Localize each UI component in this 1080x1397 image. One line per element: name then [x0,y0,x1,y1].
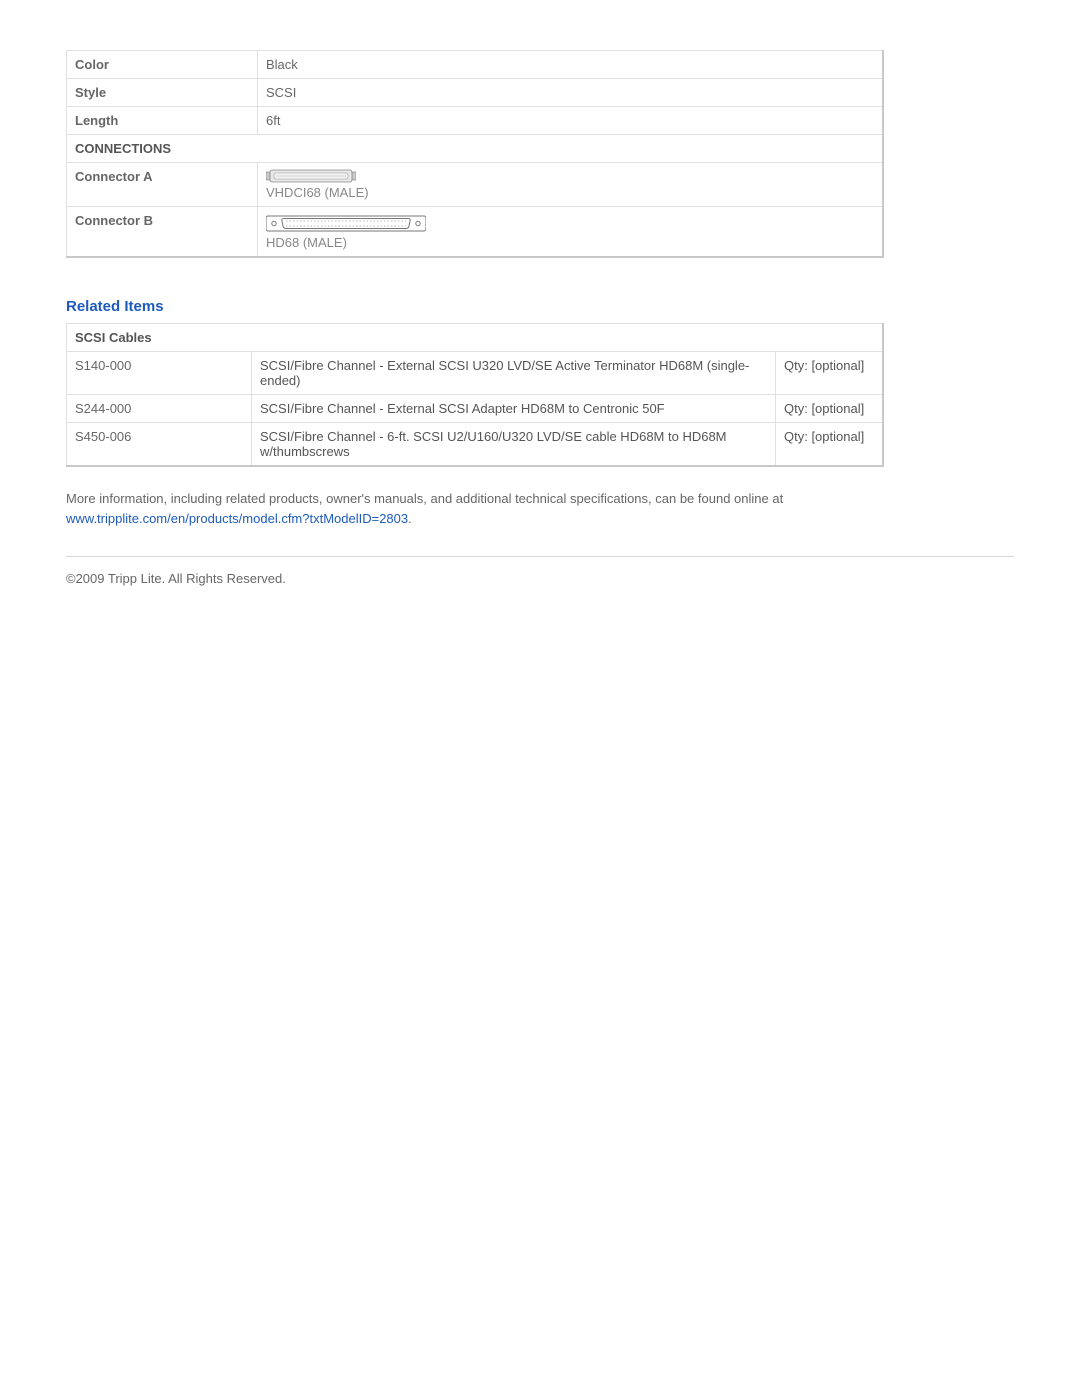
related-item-desc: SCSI/Fibre Channel - External SCSI Adapt… [252,395,776,423]
more-info-period: . [408,511,412,526]
copyright: ©2009 Tripp Lite. All Rights Reserved. [66,571,1014,586]
related-item-desc: SCSI/Fibre Channel - 6-ft. SCSI U2/U160/… [252,423,776,467]
more-info-text: More information, including related prod… [66,491,783,506]
connector-b-row: Connector B HD68 (MALE) [67,207,884,258]
related-item-sku: S244-000 [67,395,252,423]
spec-label: Color [67,51,258,79]
connector-b-caption: HD68 (MALE) [266,235,874,250]
related-category-row: SCSI Cables [67,324,884,352]
specs-table: Color Black Style SCSI Length 6ft CONNEC… [66,50,884,258]
related-items-heading: Related Items [66,298,1014,315]
related-item-qty: Qty: [optional] [776,423,884,467]
connector-a-cell: VHDCI68 (MALE) [258,163,884,207]
related-item-row: S244-000 SCSI/Fibre Channel - External S… [67,395,884,423]
spec-section-row: CONNECTIONS [67,135,884,163]
spec-value: 6ft [258,107,884,135]
related-item-qty: Qty: [optional] [776,352,884,395]
related-item-desc: SCSI/Fibre Channel - External SCSI U320 … [252,352,776,395]
connector-a-label: Connector A [67,163,258,207]
connector-a-row: Connector A VHDCI68 (MALE) [67,163,884,207]
connector-a-caption: VHDCI68 (MALE) [266,185,874,200]
more-info-link[interactable]: www.tripplite.com/en/products/model.cfm?… [66,511,408,526]
spec-label: Length [67,107,258,135]
connector-b-label: Connector B [67,207,258,258]
related-item-row: S140-000 SCSI/Fibre Channel - External S… [67,352,884,395]
related-item-row: S450-006 SCSI/Fibre Channel - 6-ft. SCSI… [67,423,884,467]
spec-section-header: CONNECTIONS [67,135,884,163]
related-category: SCSI Cables [67,324,884,352]
vhdci68-connector-icon [266,169,356,183]
connector-b-cell: HD68 (MALE) [258,207,884,258]
related-items-table: SCSI Cables S140-000 SCSI/Fibre Channel … [66,323,884,467]
spec-value: SCSI [258,79,884,107]
more-info: More information, including related prod… [66,489,1014,528]
spec-row: Length 6ft [67,107,884,135]
related-item-sku: S450-006 [67,423,252,467]
spec-row: Style SCSI [67,79,884,107]
related-item-qty: Qty: [optional] [776,395,884,423]
hd68-connector-icon [266,213,426,233]
separator [66,556,1014,557]
spec-row: Color Black [67,51,884,79]
spec-label: Style [67,79,258,107]
spec-value: Black [258,51,884,79]
related-item-sku: S140-000 [67,352,252,395]
